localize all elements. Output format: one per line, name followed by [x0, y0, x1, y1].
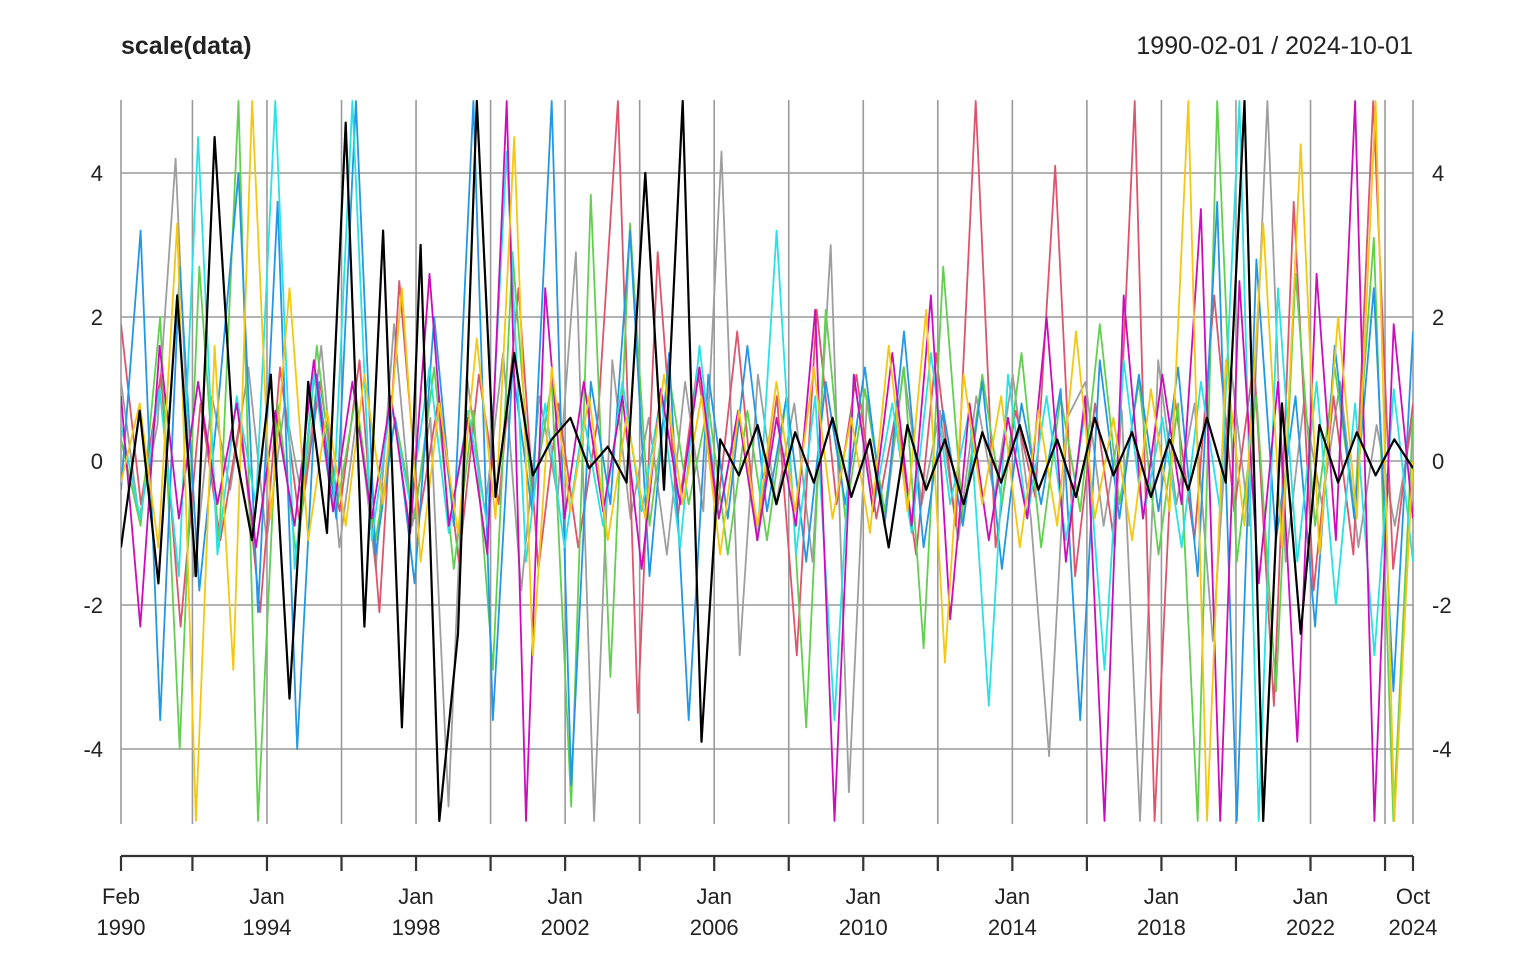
series-line-8 — [121, 100, 1413, 823]
x-tick-label-month: Jan — [249, 884, 284, 909]
y-tick-label-left: -2 — [83, 593, 103, 618]
date-range-label: 1990-02-01 / 2024-10-01 — [1136, 32, 1413, 60]
x-tick-label-month: Jan — [1144, 884, 1179, 909]
x-tick-label-month: Jan — [995, 884, 1030, 909]
axes: -4 -4 -2 -2 0 0 2 2 4 4 Feb 1990 Jan 1994 Jan 1998 Jan 20… — [83, 161, 1451, 940]
x-tick-label-year: 2006 — [690, 915, 739, 940]
chart-title: scale(data) — [121, 32, 252, 60]
x-tick-label-year: 2002 — [541, 915, 590, 940]
x-tick-label-year: 1998 — [392, 915, 441, 940]
y-tick-label-right: 0 — [1432, 449, 1444, 474]
x-tick-label-month: Jan — [398, 884, 433, 909]
y-tick-label-right: 2 — [1432, 305, 1444, 330]
x-tick-label-year: 2018 — [1137, 915, 1186, 940]
y-tick-label-right: 4 — [1432, 161, 1444, 186]
series-line-5 — [121, 100, 1413, 822]
series-lines — [121, 100, 1413, 823]
x-tick-label-year: 2010 — [839, 915, 888, 940]
x-tick-label-month: Jan — [1293, 884, 1328, 909]
x-tick-label-year: 1990 — [97, 915, 146, 940]
x-tick-label-year: 1994 — [242, 915, 291, 940]
x-tick-label-month: Feb — [102, 884, 140, 909]
y-tick-label-left: -4 — [83, 737, 103, 762]
y-tick-label-left: 4 — [91, 161, 103, 186]
y-tick-label-right: -4 — [1432, 737, 1452, 762]
x-tick-label-month: Jan — [696, 884, 731, 909]
y-tick-label-right: -2 — [1432, 593, 1452, 618]
grid — [120, 100, 1414, 824]
x-tick-label-year: 2014 — [988, 915, 1037, 940]
series-line-7 — [121, 100, 1413, 822]
x-tick-label-year: 2022 — [1286, 915, 1335, 940]
y-tick-label-left: 0 — [91, 449, 103, 474]
x-tick-label-month: Jan — [846, 884, 881, 909]
x-tick-label-year: 2024 — [1389, 915, 1438, 940]
x-tick-label-month: Jan — [547, 884, 582, 909]
y-tick-label-left: 2 — [91, 305, 103, 330]
x-tick-label-month: Oct — [1396, 884, 1430, 909]
series-line-4 — [121, 100, 1413, 822]
series-line-6 — [121, 100, 1413, 822]
